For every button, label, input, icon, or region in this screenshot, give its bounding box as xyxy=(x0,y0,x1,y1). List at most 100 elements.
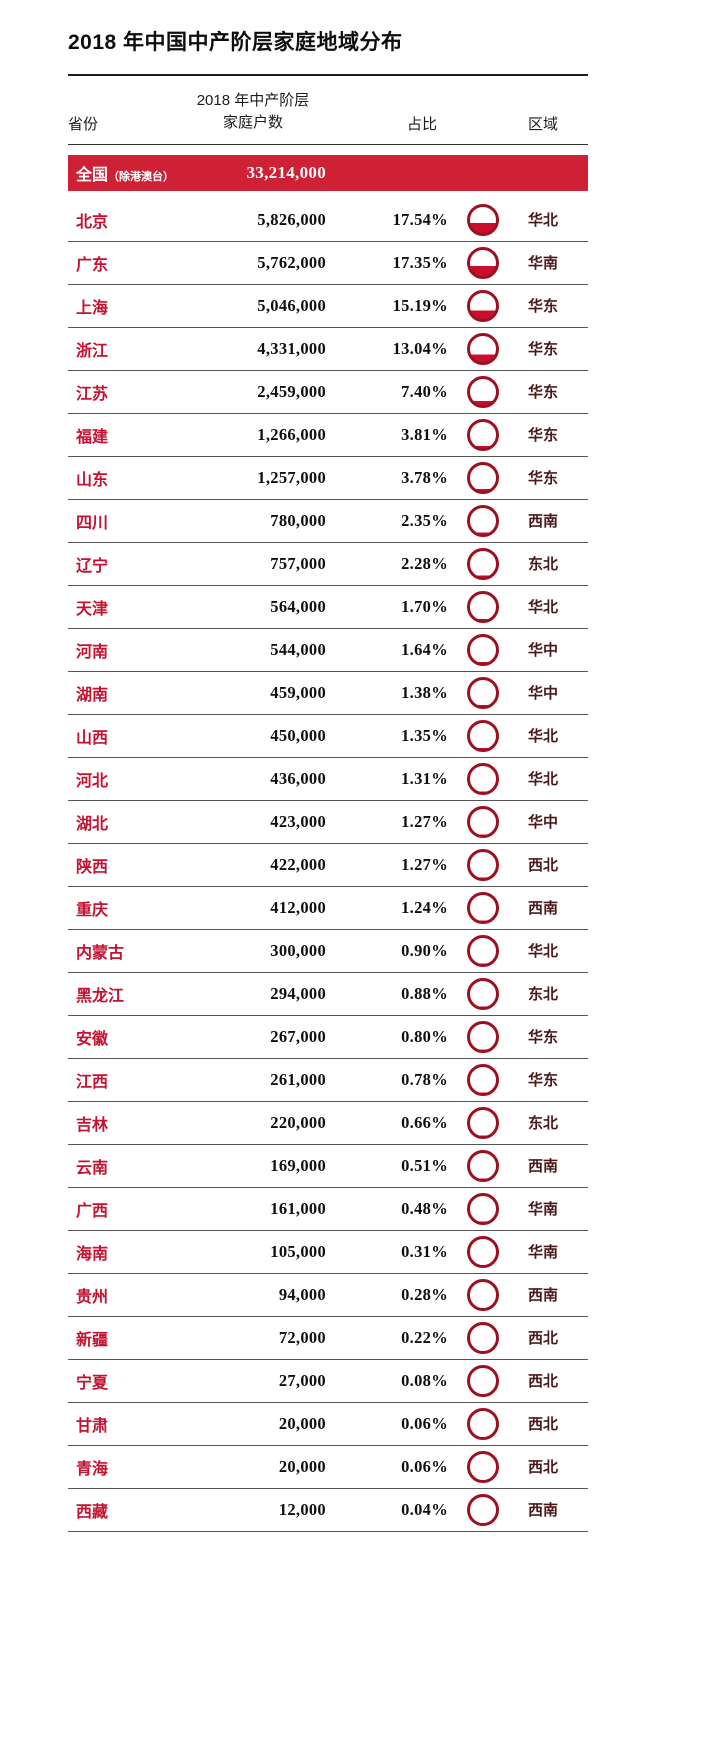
province-name: 浙江 xyxy=(76,342,109,360)
share-percent: 15.19% xyxy=(392,295,448,315)
pie-indicator xyxy=(467,633,499,666)
households-count: 412,000 xyxy=(270,897,326,917)
table-row: 海南 105,000 0.31% 华南 xyxy=(68,1231,588,1274)
region-label: 东北 xyxy=(528,556,559,573)
province-name: 黑龙江 xyxy=(76,987,125,1005)
households-count: 2,459,000 xyxy=(257,381,326,401)
households-count: 72,000 xyxy=(278,1327,326,1347)
share-percent: 1.31% xyxy=(401,768,448,788)
province-name: 上海 xyxy=(76,299,109,317)
pie-indicator xyxy=(467,977,499,1010)
province-name: 河南 xyxy=(76,643,109,661)
share-percent: 2.28% xyxy=(401,553,448,573)
table-row: 江西 261,000 0.78% 华东 xyxy=(68,1059,588,1102)
column-header-region: 区域 xyxy=(528,115,559,133)
region-label: 西北 xyxy=(528,1330,559,1347)
pie-indicator xyxy=(467,461,499,494)
column-header-households-line2: 家庭户数 xyxy=(222,113,283,131)
households-count: 294,000 xyxy=(270,983,326,1003)
pie-indicator xyxy=(467,289,499,322)
province-name: 吉林 xyxy=(76,1116,109,1134)
share-percent: 0.04% xyxy=(401,1499,448,1519)
region-label: 华北 xyxy=(528,599,559,616)
province-name: 江西 xyxy=(76,1073,109,1091)
region-label: 华南 xyxy=(528,1244,559,1261)
pie-indicator xyxy=(467,1063,499,1096)
share-percent: 1.70% xyxy=(401,596,448,616)
report-page: 2018 年中国中产阶层家庭地域分布 省份 2018 年中产阶层 家庭户数 占比… xyxy=(68,0,588,1532)
table-row: 四川 780,000 2.35% 西南 xyxy=(68,500,588,543)
share-percent: 0.90% xyxy=(401,940,448,960)
households-count: 12,000 xyxy=(278,1499,326,1519)
region-label: 东北 xyxy=(528,1115,559,1132)
share-percent: 0.31% xyxy=(401,1241,448,1261)
province-name: 宁夏 xyxy=(76,1374,109,1392)
province-name: 新疆 xyxy=(76,1331,109,1349)
region-label: 西南 xyxy=(528,1502,559,1519)
households-count: 220,000 xyxy=(270,1112,326,1132)
region-label: 华东 xyxy=(528,384,559,401)
table-row: 上海 5,046,000 15.19% 华东 xyxy=(68,285,588,328)
region-label: 华北 xyxy=(528,212,559,229)
region-label: 华东 xyxy=(528,1029,559,1046)
pie-indicator xyxy=(467,1278,499,1311)
pie-indicator xyxy=(467,1149,499,1182)
total-row: 全国（除港澳台） 33,214,000 xyxy=(68,154,588,191)
total-row-label: 全国（除港澳台） xyxy=(68,161,180,185)
province-name: 甘肃 xyxy=(76,1417,109,1435)
households-count: 5,046,000 xyxy=(257,295,326,315)
province-name: 青海 xyxy=(76,1460,109,1478)
table-header: 省份 2018 年中产阶层 家庭户数 占比 区域 xyxy=(68,76,588,145)
table-row: 黑龙江 294,000 0.88% 东北 xyxy=(68,973,588,1016)
province-name: 云南 xyxy=(76,1159,109,1177)
total-label-paren: （除港澳台） xyxy=(108,170,175,183)
pie-indicator xyxy=(467,1450,499,1483)
province-name: 广西 xyxy=(76,1202,109,1220)
pie-indicator xyxy=(467,1192,499,1225)
province-name: 河北 xyxy=(76,772,109,790)
table-row: 重庆 412,000 1.24% 西南 xyxy=(68,887,588,930)
share-percent: 0.51% xyxy=(401,1155,448,1175)
pie-indicator xyxy=(467,719,499,752)
column-header-households: 2018 年中产阶层 家庭户数 xyxy=(180,90,326,134)
region-label: 西南 xyxy=(528,1287,559,1304)
province-name: 福建 xyxy=(76,428,109,446)
column-header-province: 省份 xyxy=(68,115,99,133)
region-label: 西南 xyxy=(528,1158,559,1175)
pie-indicator xyxy=(467,676,499,709)
province-name: 海南 xyxy=(76,1245,109,1263)
households-count: 564,000 xyxy=(270,596,326,616)
table-row: 浙江 4,331,000 13.04% 华东 xyxy=(68,328,588,371)
share-percent: 0.08% xyxy=(401,1370,448,1390)
households-count: 161,000 xyxy=(270,1198,326,1218)
region-label: 华东 xyxy=(528,1072,559,1089)
region-label: 华中 xyxy=(528,642,559,659)
share-percent: 0.28% xyxy=(401,1284,448,1304)
share-percent: 13.04% xyxy=(392,338,448,358)
table-row: 广东 5,762,000 17.35% 华南 xyxy=(68,242,588,285)
table-row: 湖北 423,000 1.27% 华中 xyxy=(68,801,588,844)
table-row: 福建 1,266,000 3.81% 华东 xyxy=(68,414,588,457)
share-percent: 1.27% xyxy=(401,854,448,874)
pie-indicator xyxy=(467,1407,499,1440)
pie-indicator xyxy=(467,504,499,537)
share-percent: 17.54% xyxy=(392,209,448,229)
households-count: 300,000 xyxy=(270,940,326,960)
households-count: 261,000 xyxy=(270,1069,326,1089)
table-row: 辽宁 757,000 2.28% 东北 xyxy=(68,543,588,586)
province-name: 天津 xyxy=(76,600,109,618)
share-percent: 7.40% xyxy=(401,381,448,401)
table-row: 贵州 94,000 0.28% 西南 xyxy=(68,1274,588,1317)
table-row: 陕西 422,000 1.27% 西北 xyxy=(68,844,588,887)
households-count: 20,000 xyxy=(278,1413,326,1433)
households-count: 94,000 xyxy=(278,1284,326,1304)
households-count: 267,000 xyxy=(270,1026,326,1046)
region-label: 西北 xyxy=(528,1416,559,1433)
households-count: 105,000 xyxy=(270,1241,326,1261)
share-percent: 0.06% xyxy=(401,1456,448,1476)
table-row: 西藏 12,000 0.04% 西南 xyxy=(68,1489,588,1532)
households-count: 1,257,000 xyxy=(257,467,326,487)
province-name: 山西 xyxy=(76,729,109,747)
share-percent: 0.06% xyxy=(401,1413,448,1433)
province-name: 安徽 xyxy=(76,1030,109,1048)
